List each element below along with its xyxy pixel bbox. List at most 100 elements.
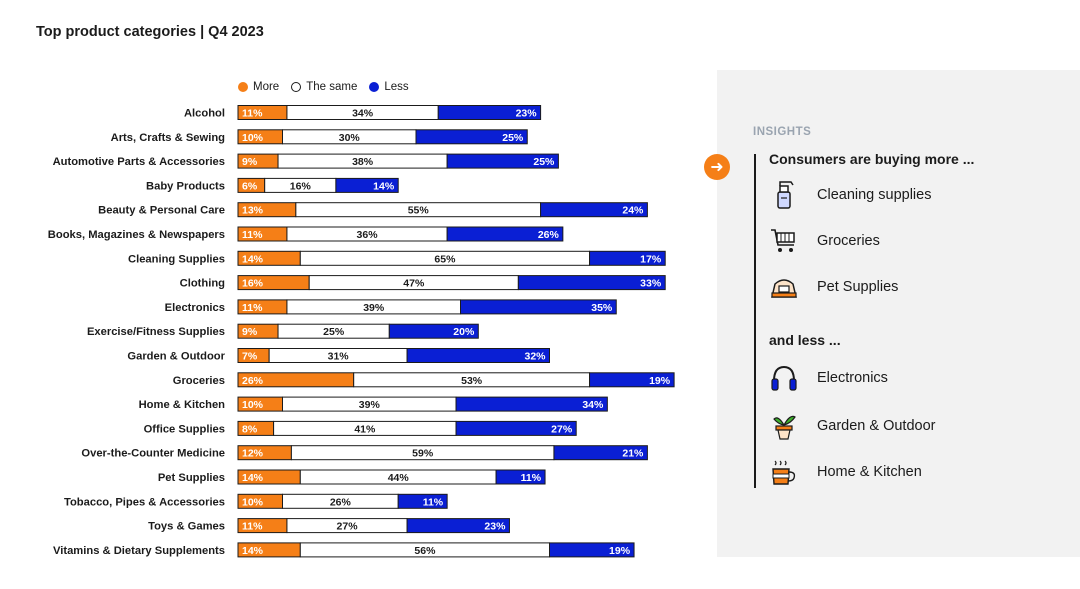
data-label-same: 47% [403, 278, 425, 290]
category-label: Toys & Games [148, 521, 225, 533]
insight-label: Home & Kitchen [817, 464, 922, 480]
data-label-less: 27% [551, 423, 573, 435]
insight-item-cleaning-supplies: Cleaning supplies [769, 180, 931, 210]
data-label-more: 11% [242, 302, 263, 314]
insight-item-groceries: Groceries [769, 226, 880, 256]
bar-less [437, 105, 542, 120]
insight-item-pet-supplies: Pet Supplies [769, 272, 898, 302]
bar-less [549, 542, 635, 558]
bar-less [495, 469, 546, 485]
data-label-less: 25% [533, 156, 555, 168]
legend-more: More [238, 81, 279, 93]
data-label-less: 23% [484, 521, 506, 533]
shopping-cart-icon [771, 229, 795, 252]
bar-less [335, 177, 399, 193]
data-label-same: 39% [359, 399, 381, 411]
data-label-less: 14% [373, 180, 395, 192]
bar-less [406, 518, 510, 534]
data-label-more: 11% [242, 229, 263, 241]
category-label: Vitamins & Dietary Supplements [53, 545, 225, 557]
data-label-more: 6% [242, 180, 258, 192]
data-label-same: 44% [388, 472, 410, 484]
bar-less [397, 493, 448, 509]
bar-less [415, 129, 528, 145]
data-label-more: 14% [242, 472, 264, 484]
data-label-more: 10% [242, 132, 264, 144]
data-label-same: 53% [461, 375, 483, 387]
data-label-more: 13% [242, 205, 264, 217]
category-label: Beauty & Personal Care [98, 205, 225, 217]
insight-label: Cleaning supplies [817, 187, 932, 203]
data-label-more: 10% [242, 399, 264, 411]
bar-less [446, 153, 559, 169]
legend-same-label: The same [306, 81, 358, 93]
insights-panel: INSIGHTS ➜ Consumers are buying more ...… [704, 70, 1080, 557]
legend-more-swatch [238, 82, 248, 92]
data-label-same: 38% [352, 156, 374, 168]
buying-less-heading: and less ... [769, 332, 841, 348]
legend-same: The same [291, 81, 357, 93]
data-label-same: 56% [414, 545, 436, 557]
category-label: Clothing [180, 278, 226, 290]
legend-more-label: More [253, 81, 280, 93]
insights-divider [754, 154, 756, 488]
bar-less [406, 348, 550, 363]
data-label-more: 14% [242, 253, 264, 265]
data-label-more: 10% [242, 496, 264, 508]
data-label-less: 11% [521, 472, 542, 484]
buying-more-heading: Consumers are buying more ... [769, 151, 975, 167]
data-label-same: 55% [408, 205, 430, 217]
insight-item-garden-outdoor: Garden & Outdoor [769, 411, 936, 441]
data-label-same: 26% [330, 496, 352, 508]
category-label: Groceries [173, 375, 225, 387]
category-label: Books, Magazines & Newspapers [48, 229, 225, 241]
insight-label: Garden & Outdoor [817, 418, 936, 434]
data-label-same: 25% [323, 326, 345, 338]
data-label-less: 23% [516, 108, 538, 120]
data-label-less: 35% [591, 302, 613, 314]
data-label-same: 59% [412, 448, 434, 460]
headphones-icon [771, 365, 797, 391]
category-label: Arts, Crafts & Sewing [111, 132, 226, 144]
data-label-same: 16% [290, 180, 312, 192]
bar-less [455, 420, 577, 436]
arrow-right-icon: ➜ [704, 154, 730, 180]
bar-less [589, 372, 675, 388]
insight-label: Groceries [817, 233, 880, 249]
data-label-less: 19% [609, 545, 631, 557]
data-label-more: 7% [242, 351, 258, 363]
data-label-less: 20% [453, 326, 475, 338]
category-label: Tobacco, Pipes & Accessories [64, 496, 225, 508]
category-label: Exercise/Fitness Supplies [87, 326, 225, 338]
category-label: Office Supplies [144, 423, 225, 435]
data-label-same: 30% [339, 132, 361, 144]
data-label-less: 25% [502, 132, 524, 144]
data-label-more: 9% [242, 326, 258, 338]
category-label: Electronics [165, 302, 225, 314]
data-label-same: 36% [357, 229, 379, 241]
category-label: Cleaning Supplies [128, 253, 225, 265]
legend-same-swatch [291, 82, 302, 92]
data-label-more: 11% [242, 521, 263, 533]
bar-less [388, 323, 479, 339]
data-label-same: 65% [434, 253, 456, 265]
insight-item-home-kitchen: Home & Kitchen [769, 457, 922, 487]
pet-bed-icon [771, 279, 797, 298]
category-label: Over-the-Counter Medicine [81, 448, 225, 460]
data-label-less: 19% [649, 375, 671, 387]
bar-less [455, 396, 608, 412]
data-label-same: 31% [328, 351, 350, 363]
data-label-less: 32% [524, 351, 546, 363]
bar-less [540, 202, 648, 218]
data-label-more: 9% [242, 156, 258, 168]
data-label-less: 34% [582, 399, 604, 411]
data-label-more: 12% [242, 448, 264, 460]
chart-legend: More The same Less [238, 81, 421, 93]
data-label-more: 16% [242, 278, 264, 290]
data-label-less: 17% [640, 253, 662, 265]
legend-less: Less [369, 81, 409, 93]
hot-mug-icon [772, 460, 796, 485]
data-label-more: 11% [242, 108, 263, 120]
category-label: Pet Supplies [158, 472, 225, 484]
data-label-less: 26% [538, 229, 560, 241]
